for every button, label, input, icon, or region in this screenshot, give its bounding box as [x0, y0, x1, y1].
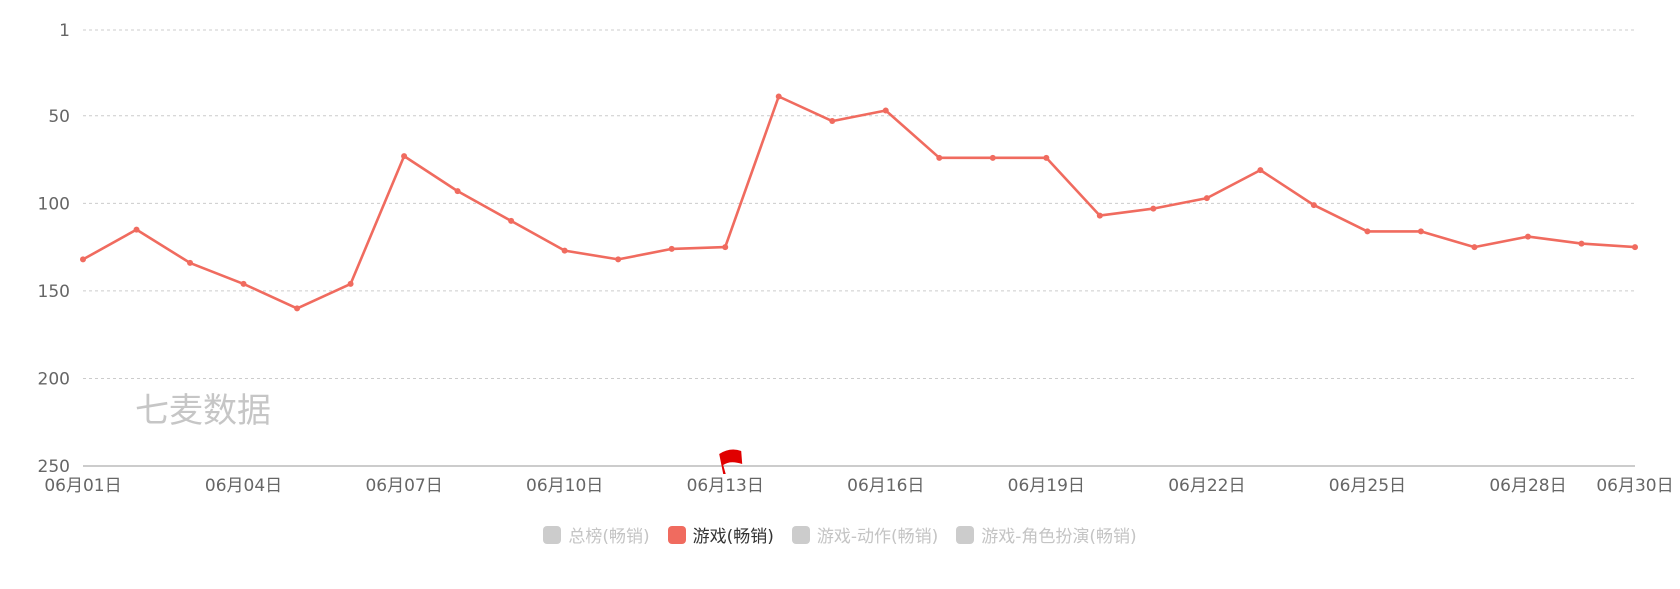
- series-line: [81, 95, 1637, 310]
- legend-label: 游戏-角色扮演(畅销): [981, 527, 1137, 547]
- legend-item-games-action[interactable]: 游戏-动作(畅销): [791, 522, 939, 547]
- data-point: [240, 280, 247, 287]
- data-point: [1310, 202, 1317, 209]
- data-point: [454, 188, 461, 195]
- x-tick-label: 06月25日: [1329, 476, 1406, 496]
- data-point: [1364, 228, 1371, 235]
- legend-item-games[interactable]: 游戏(畅销): [667, 522, 774, 547]
- y-tick-label: 200: [38, 369, 70, 389]
- legend-swatch: [543, 525, 562, 544]
- y-tick-label: 250: [38, 457, 70, 477]
- data-point: [722, 244, 729, 251]
- data-point: [936, 154, 943, 161]
- grid-lines: [83, 29, 1635, 467]
- data-point: [347, 280, 354, 287]
- x-tick-label: 06月30日: [1596, 476, 1673, 496]
- y-tick-label: 50: [48, 107, 70, 127]
- legend-swatch: [791, 525, 810, 544]
- legend-label: 游戏(畅销): [692, 527, 774, 547]
- data-point: [1257, 167, 1264, 174]
- series-layer: [80, 93, 1638, 312]
- flag-marker-layer: [719, 449, 743, 474]
- data-point: [1632, 244, 1638, 251]
- x-tick-label: 06月13日: [687, 476, 764, 496]
- watermark: 七麦数据: [135, 391, 271, 431]
- data-point: [1096, 212, 1103, 219]
- data-point: [882, 107, 889, 114]
- data-point: [615, 256, 622, 263]
- data-point: [1578, 240, 1585, 247]
- legend: 总榜(畅销) 游戏(畅销) 游戏-动作(畅销) 游戏-角色扮演(畅销): [0, 522, 1680, 547]
- legend-label: 游戏-动作(畅销): [816, 527, 939, 547]
- y-tick-label: 150: [38, 282, 70, 302]
- x-tick-label: 06月22日: [1168, 476, 1245, 496]
- x-tick-label: 06月04日: [205, 476, 282, 496]
- data-point: [1150, 205, 1157, 212]
- data-point: [1417, 228, 1424, 235]
- data-point: [187, 259, 194, 266]
- data-point: [1524, 233, 1531, 240]
- data-point: [1203, 195, 1210, 202]
- legend-item-overall[interactable]: 总榜(畅销): [543, 522, 650, 547]
- y-tick-label: 1: [59, 21, 70, 41]
- data-point: [989, 154, 996, 161]
- data-point: [561, 247, 568, 254]
- legend-swatch: [667, 525, 686, 544]
- data-point: [1043, 154, 1050, 161]
- x-tick-label: 06月01日: [44, 476, 121, 496]
- legend-item-games-rpg[interactable]: 游戏-角色扮演(畅销): [956, 522, 1137, 547]
- x-tick-label: 06月19日: [1008, 476, 1085, 496]
- data-point: [401, 153, 408, 160]
- data-point: [133, 226, 140, 233]
- red-flag-icon: [719, 449, 743, 474]
- y-tick-label: 100: [38, 194, 70, 214]
- x-tick-label: 06月28日: [1489, 476, 1566, 496]
- x-tick-label: 06月10日: [526, 476, 603, 496]
- data-point: [508, 217, 515, 224]
- x-axis: 06月01日 06月04日 06月07日 06月10日 06月13日 06月16日 06月1…: [44, 476, 1673, 496]
- data-point: [829, 118, 836, 125]
- legend-label: 总榜(畅销): [568, 527, 650, 547]
- legend-swatch: [956, 525, 975, 544]
- data-point: [775, 93, 782, 100]
- x-tick-label: 06月16日: [847, 476, 924, 496]
- x-tick-label: 06月07日: [365, 476, 442, 496]
- data-point: [668, 245, 675, 252]
- data-point: [1471, 244, 1478, 251]
- data-point: [294, 305, 301, 312]
- data-point: [80, 256, 86, 263]
